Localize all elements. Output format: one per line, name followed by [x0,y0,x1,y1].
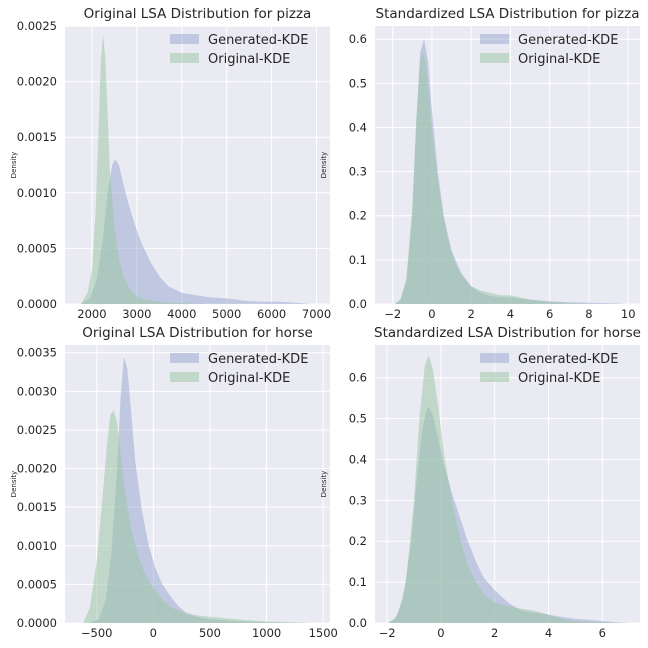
y-tick-label: 0.0015 [17,500,57,514]
legend-label: Original-KDE [208,371,290,386]
original-kde-area [389,355,630,623]
y-axis-label: Density [10,152,18,179]
x-tick-label: 10 [621,307,636,321]
x-tick-label: 6 [546,307,553,321]
legend-swatch [170,34,199,44]
x-tick-label: 4 [507,307,514,321]
y-tick-label: 0.0010 [17,539,57,553]
x-tick-label: 2 [468,307,475,321]
legend: Generated-KDE Original-KDE [170,33,308,67]
x-tick-label: 2000 [77,307,106,321]
panel-standardized-pizza: −2 0 2 4 6 8 10 0.0 0.1 0.2 0.3 0.4 0.5 0.6 Standardiz… [320,6,640,321]
y-tick-label: 0.1 [349,253,367,267]
y-tick-label: 0.3 [349,165,367,179]
legend: Generated-KDE Original-KDE [480,33,618,67]
legend-label: Generated-KDE [208,352,308,367]
y-tick-label: 0.6 [349,371,367,385]
legend-swatch [170,53,199,63]
y-tick-label: 0.0 [349,616,367,630]
legend-label: Generated-KDE [518,33,618,48]
series-group [387,355,630,623]
y-tick-label: 0.0015 [17,130,57,144]
x-tick-label: 0 [437,626,444,640]
generated-kde-area [89,356,312,623]
y-axis-label: Density [320,471,328,498]
x-tick-label: 2 [491,626,498,640]
y-tick-label: 0.0035 [17,346,57,360]
x-tick-label: 1000 [252,626,281,640]
y-tick-label: 0.0020 [17,75,57,89]
y-tick-label: 0.4 [349,452,367,466]
legend-swatch [480,372,509,382]
legend-label: Generated-KDE [208,33,308,48]
original-kde-area [80,34,209,304]
series-group [394,39,629,304]
x-tick-label: 1500 [309,626,338,640]
x-tick-label: 4000 [167,307,196,321]
y-axis-label: Density [320,152,328,179]
legend: Generated-KDE Original-KDE [480,352,618,386]
chart-title: Standardized LSA Distribution for horse [374,325,641,341]
x-tick-label: 4 [545,626,552,640]
series-group [80,34,312,304]
y-axis-label: Density [10,471,18,498]
panel-original-horse: −500 0 500 1000 1500 0.0000 0.0005 0.0010 0.0015… [10,325,338,640]
legend-label: Original-KDE [518,52,600,67]
series-group [83,356,312,623]
panel-standardized-horse: −2 0 2 4 6 0.0 0.1 0.2 0.3 0.4 0.5 0.6 Standardized … [320,325,641,640]
original-kde-area [83,410,312,623]
y-tick-label: 0.5 [349,76,367,90]
y-tick-label: 0.0030 [17,384,57,398]
x-tick-label: 3000 [122,307,151,321]
y-tick-label: 0.3 [349,493,367,507]
legend-label: Original-KDE [518,371,600,386]
x-tick-label: 6 [599,626,606,640]
x-tick-label: −2 [384,307,401,321]
x-tick-label: −500 [81,626,113,640]
y-tick-label: 0.4 [349,120,367,134]
legend-swatch [480,353,509,363]
chart-title: Original LSA Distribution for pizza [84,6,312,22]
original-kde-area [394,52,589,304]
y-tick-label: 0.0010 [17,186,57,200]
legend-swatch [170,372,199,382]
legend-swatch [480,53,509,63]
x-tick-label: 7000 [302,307,331,321]
y-tick-label: 0.5 [349,412,367,426]
generated-kde-area [80,159,312,304]
legend-swatch [170,353,199,363]
y-tick-label: 0.0025 [17,19,57,33]
x-tick-label: 0 [150,626,157,640]
y-tick-label: 0.0 [349,297,367,311]
y-tick-label: 0.0005 [17,241,57,255]
y-tick-label: 0.0025 [17,423,57,437]
y-tick-label: 0.1 [349,575,367,589]
x-tick-label: 0 [428,307,435,321]
x-tick-label: 6000 [257,307,286,321]
panel-original-pizza: 2000 3000 4000 5000 6000 7000 0.0000 0.0005 0.00… [10,6,331,321]
y-tick-label: 0.0005 [17,577,57,591]
y-tick-label: 0.2 [349,209,367,223]
x-tick-label: 8 [585,307,592,321]
legend-swatch [480,34,509,44]
y-tick-label: 0.0020 [17,462,57,476]
x-tick-label: −2 [379,626,396,640]
x-tick-label: 500 [199,626,221,640]
y-tick-label: 0.2 [349,534,367,548]
x-tick-label: 5000 [212,307,241,321]
legend-label: Original-KDE [208,52,290,67]
chart-title: Standardized LSA Distribution for pizza [376,6,640,22]
y-tick-label: 0.6 [349,32,367,46]
y-tick-label: 0.0000 [17,297,57,311]
y-tick-label: 0.0000 [17,616,57,630]
chart-title: Original LSA Distribution for horse [82,325,313,341]
legend-label: Generated-KDE [518,352,618,367]
legend: Generated-KDE Original-KDE [170,352,308,386]
